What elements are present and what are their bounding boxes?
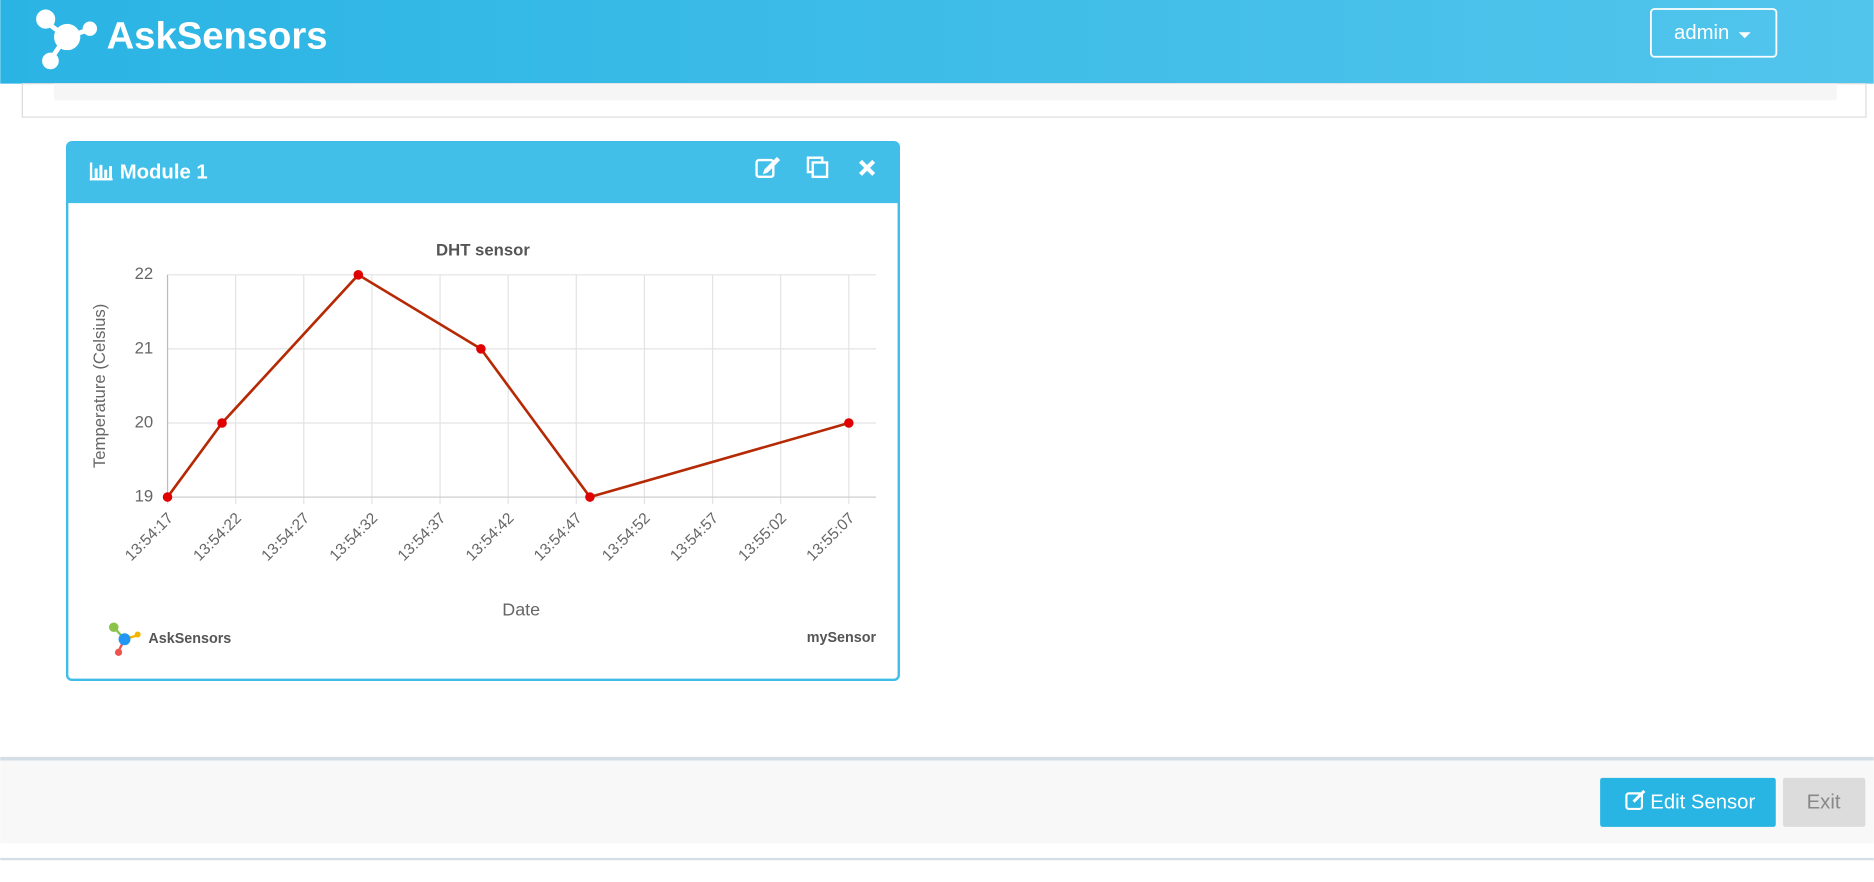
user-menu[interactable]: admin bbox=[1650, 8, 1778, 58]
point bbox=[353, 270, 364, 280]
y-tick-label: 22 bbox=[135, 264, 154, 283]
point bbox=[844, 418, 854, 428]
header bbox=[0, 0, 1874, 84]
y-tick-label: 21 bbox=[135, 338, 154, 357]
copy-icon[interactable] bbox=[806, 156, 829, 179]
edit-icon[interactable] bbox=[755, 156, 781, 179]
line bbox=[166, 273, 850, 499]
point bbox=[217, 418, 227, 428]
y-axis-label: Temperature (Celsius) bbox=[90, 304, 109, 468]
legend-entry[interactable]: mySensor bbox=[807, 630, 877, 646]
edit-sensor-button[interactable]: Edit Sensor bbox=[1600, 777, 1776, 827]
credit[interactable]: AskSensors bbox=[148, 631, 231, 647]
close-icon[interactable] bbox=[859, 159, 876, 176]
footer bbox=[0, 758, 1874, 844]
exit-button[interactable]: Exit bbox=[1782, 777, 1866, 827]
user-name[interactable]: admin bbox=[1674, 22, 1729, 44]
point bbox=[162, 492, 173, 502]
chart-icon bbox=[89, 162, 113, 181]
module-header bbox=[67, 142, 899, 204]
button-label[interactable]: Exit bbox=[1807, 791, 1841, 813]
module-card bbox=[65, 140, 900, 682]
module-title: Module 1 bbox=[120, 162, 208, 184]
chart-title: DHT sensor bbox=[436, 240, 530, 259]
button-label[interactable]: Edit Sensor bbox=[1650, 791, 1755, 813]
point bbox=[476, 344, 486, 354]
panel-band bbox=[54, 83, 1837, 101]
point bbox=[585, 492, 595, 502]
y-tick-label: 19 bbox=[135, 486, 154, 505]
brand[interactable]: AskSensors bbox=[107, 14, 328, 57]
y-tick-label: 20 bbox=[135, 412, 154, 431]
credit-logo bbox=[108, 622, 141, 656]
logo[interactable] bbox=[36, 9, 98, 70]
x-axis-label: Date bbox=[502, 599, 540, 619]
